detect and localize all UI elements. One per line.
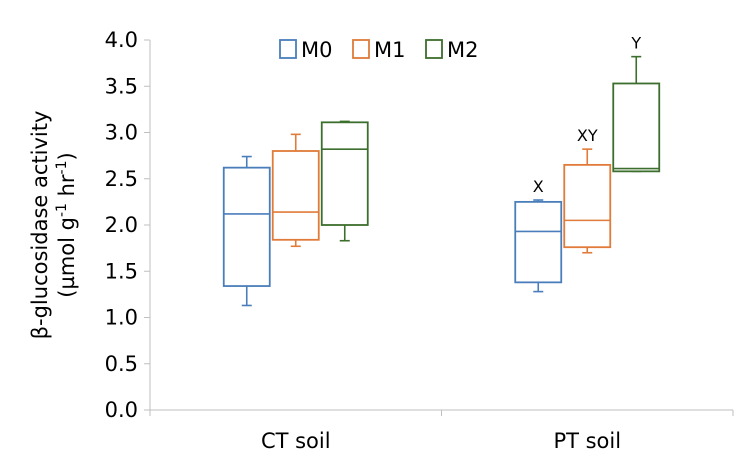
axes: 0.0 0.5 1.0 1.5 2.0 2.5 3.0 3.5 4.0 CT soil PT soi… (105, 28, 734, 453)
legend: M0 M1 M2 (279, 38, 478, 62)
box-body (271, 150, 320, 241)
box-m2-0 (320, 120, 369, 242)
legend-label-m1: M1 (374, 38, 405, 62)
box-m2-1 (612, 55, 661, 173)
y-tick-label: 3.5 (105, 74, 138, 98)
box-m0-1 (514, 199, 563, 293)
box-body (514, 200, 563, 284)
y-tick-label: 1.5 (105, 259, 138, 283)
legend-swatch-m2 (425, 39, 443, 59)
y-axis-label-part: (µmol g (55, 217, 79, 298)
box-m0-0 (222, 155, 271, 307)
legend-label-m2: M2 (447, 38, 478, 62)
box-body (222, 166, 271, 287)
box-body (563, 163, 612, 249)
y-tick-label: 0.0 (105, 398, 138, 422)
y-tick-label: 4.0 (105, 28, 138, 52)
significance-label: XY (577, 126, 598, 145)
y-axis-label-part: -1 (54, 160, 70, 174)
box-body (612, 82, 661, 173)
boxes (222, 55, 661, 307)
y-axis-label-part: -1 (54, 203, 70, 217)
y-axis-label-line1: β-glucosidase activity (28, 111, 52, 340)
significance-label: X (533, 177, 544, 196)
box-m1-1 (563, 148, 612, 254)
significance-label: Y (630, 34, 641, 53)
y-axis-label-part: hr (55, 174, 79, 203)
x-category-label: PT soil (553, 429, 621, 453)
y-tick-label: 2.0 (105, 213, 138, 237)
legend-swatch-m0 (279, 39, 297, 59)
box-body (320, 121, 369, 226)
y-tick-label: 1.0 (105, 306, 138, 330)
y-tick-label: 0.5 (105, 352, 138, 376)
box-m1-0 (271, 133, 320, 248)
x-category-label: CT soil (261, 429, 331, 453)
y-axis-label-line2: (µmol g-1 hr-1) (54, 152, 79, 297)
legend-label-m0: M0 (301, 38, 332, 62)
y-tick-label: 2.5 (105, 167, 138, 191)
y-tick-label: 3.0 (105, 121, 138, 145)
legend-swatch-m1 (352, 39, 370, 59)
y-axis-label-part: ) (55, 152, 79, 160)
